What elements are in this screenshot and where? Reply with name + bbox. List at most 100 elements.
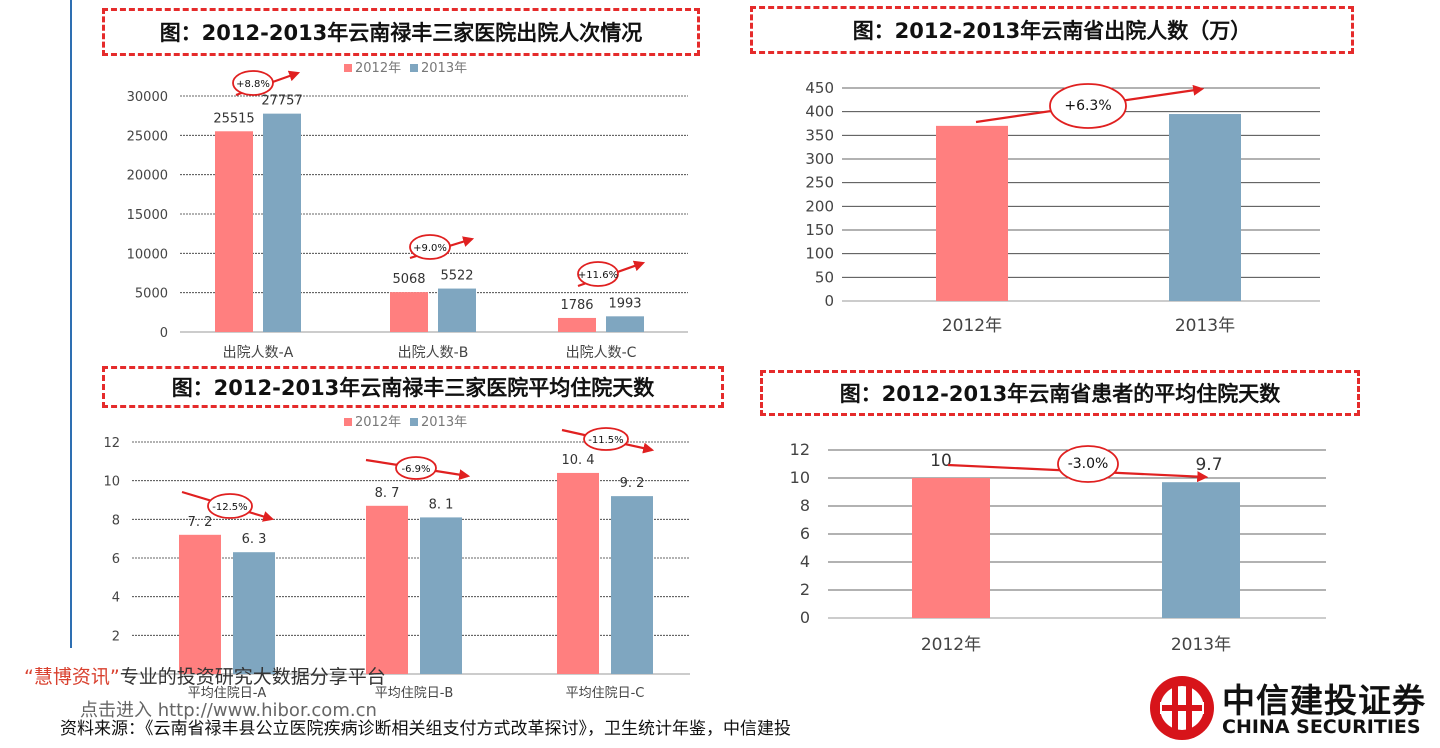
chart2-bar: [1169, 114, 1241, 302]
chart3-ytick: 10: [103, 475, 120, 490]
chart1-annotation-ellipse: [409, 234, 451, 260]
chart2-ytick: 300: [805, 150, 834, 168]
chart1-bar: [558, 317, 596, 332]
chart4-category-label: 2013年: [1171, 635, 1231, 655]
chart3-ytick: 4: [112, 591, 120, 606]
chart1-annotation-text: +8.8%: [236, 79, 270, 90]
chart2-ytick: 400: [805, 103, 834, 121]
chart3-data-label: 6. 3: [242, 532, 267, 547]
chart1-ytick: 10000: [127, 247, 168, 262]
footer-brand: “慧博资讯”: [24, 666, 120, 688]
chart2-annotation-text: +6.3%: [1064, 98, 1111, 114]
chart3-category-label: 平均住院日-C: [566, 686, 645, 701]
chart2-ytick: 250: [805, 174, 834, 192]
logo-text-cn: 中信建投证券: [1222, 681, 1426, 720]
logo-text-en: CHINA SECURITIES: [1222, 716, 1421, 738]
chart2-ytick: 50: [815, 268, 834, 286]
chart3-data-label: 7. 2: [188, 515, 213, 530]
footer-source: 资料来源：《云南省禄丰县公立医院疾病诊断相关组支付方式改革探讨》，卫生统计年鉴，…: [60, 719, 791, 739]
chart3-category-label: 平均住院日-A: [188, 686, 267, 701]
chart1-title: 图：2012-2013年云南禄丰三家医院出院人次情况: [102, 8, 700, 56]
chart2-category-label: 2012年: [942, 316, 1002, 336]
chart2-category-label: 2013年: [1175, 316, 1235, 336]
chart1-annotation-text: +11.6%: [578, 270, 618, 281]
chart4-annotation-text: -3.0%: [1068, 456, 1109, 472]
legend-swatch-1: [410, 64, 418, 72]
chart3-bar: [233, 552, 275, 674]
chart3-annotation-ellipse: [395, 456, 437, 480]
chart4-ytick: 6: [800, 524, 810, 543]
chart2-ytick: 100: [805, 245, 834, 263]
legend-label-0: 2012年: [355, 415, 401, 430]
chart3-bar: [366, 505, 408, 674]
chart1-ytick: 30000: [127, 90, 168, 105]
chart4-bar: [912, 478, 990, 618]
chart3-title: 图：2012-2013年云南禄丰三家医院平均住院天数: [102, 366, 724, 408]
chart3-data-label: 8. 1: [429, 497, 454, 512]
footer-promo: “慧博资讯”专业的投资研究大数据分享平台: [24, 662, 386, 689]
chart1-data-label: 1993: [608, 296, 641, 311]
chart3-ytick: 2: [112, 629, 120, 644]
legend-label-1: 2013年: [421, 61, 467, 76]
chart4-ytick: 0: [800, 608, 810, 627]
chart2-ytick: 450: [805, 79, 834, 97]
chart1-annotation-ellipse: [577, 261, 619, 287]
chart1-ytick: 0: [160, 326, 168, 341]
chart4-ytick: 10: [790, 468, 810, 487]
chart3-annotation-text: -11.5%: [588, 435, 623, 446]
chart4-ytick: 2: [800, 580, 810, 599]
legend-swatch-1: [410, 418, 418, 426]
chart1-data-label: 1786: [560, 298, 593, 313]
chart1-category-label: 出院人数-A: [223, 345, 294, 361]
chart1-data-label: 5068: [392, 272, 425, 287]
chart1-annotation-ellipse: [232, 70, 274, 96]
chart2-ytick: 350: [805, 126, 834, 144]
chart4-bar: [1162, 482, 1240, 618]
chart3-ytick: 12: [103, 436, 120, 451]
chart4-category-label: 2012年: [921, 635, 981, 655]
chart4-data-label: 10: [930, 451, 952, 471]
chart2-ytick: 200: [805, 197, 834, 215]
chart3-data-label: 10. 4: [561, 453, 594, 468]
chart4-annotation-ellipse: [1057, 445, 1119, 483]
chart3-ytick: 8: [112, 513, 120, 528]
chart1-bar: [390, 292, 428, 332]
chart3-data-label: 8. 7: [375, 486, 400, 501]
chart2-ytick: 150: [805, 221, 834, 239]
legend-swatch-0: [344, 64, 352, 72]
left-accent-line: [70, 0, 72, 648]
citic-emblem-icon: [1150, 676, 1214, 740]
chart4-title: 图：2012-2013年云南省患者的平均住院天数: [760, 370, 1360, 416]
chart1-annotation-text: +9.0%: [413, 243, 447, 254]
chart3-data-label: 9. 2: [620, 476, 645, 491]
legend-label-0: 2012年: [355, 61, 401, 76]
chart3-bar: [611, 496, 653, 674]
chart3-annotation-text: -12.5%: [212, 502, 247, 513]
chart1-ytick: 25000: [127, 129, 168, 144]
legend-label-1: 2013年: [421, 415, 467, 430]
chart3-bar: [179, 534, 221, 674]
chart1-data-label: 25515: [213, 111, 254, 126]
chart1-category-label: 出院人数-C: [566, 345, 637, 361]
chart4-ytick: 12: [790, 440, 810, 459]
chart3-ytick: 6: [112, 552, 120, 567]
chart1-data-label: 5522: [440, 269, 473, 284]
company-logo: 中信建投证券 CHINA SECURITIES: [1148, 674, 1438, 742]
chart4-ytick: 4: [800, 552, 810, 571]
footer-promo-text: 专业的投资研究大数据分享平台: [119, 666, 386, 688]
chart1-ytick: 15000: [127, 208, 168, 223]
chart2-title: 图：2012-2013年云南省出院人数（万）: [750, 6, 1354, 54]
chart3-annotation-ellipse: [207, 493, 253, 519]
chart1-ytick: 5000: [135, 287, 168, 302]
chart2-bar: [936, 125, 1008, 301]
chart1-bar: [215, 131, 253, 332]
chart3-annotation-text: -6.9%: [401, 464, 430, 475]
chart1-ytick: 20000: [127, 169, 168, 184]
footer-link[interactable]: 点击进入 http://www.hibor.com.cn: [80, 700, 377, 721]
chart4-data-label: 9.7: [1195, 455, 1222, 475]
chart3-bar: [420, 517, 462, 674]
chart1-bar: [606, 316, 644, 332]
chart3-annotation-ellipse: [583, 427, 629, 451]
